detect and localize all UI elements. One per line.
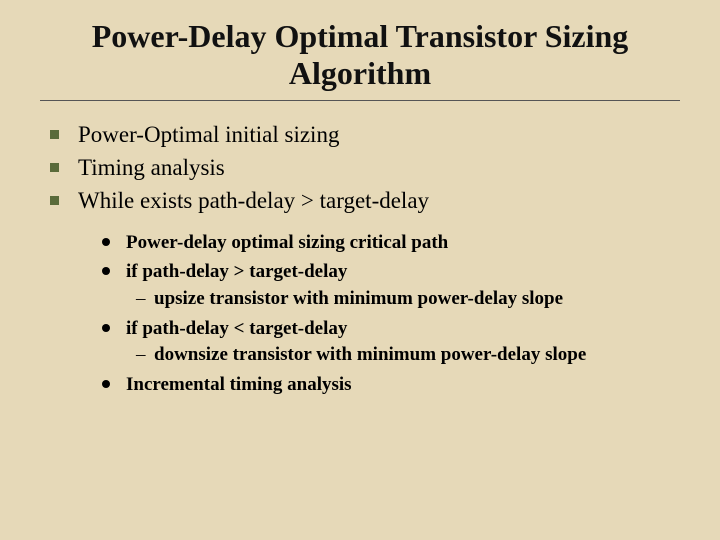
list-item-text: While exists path-delay > target-delay — [78, 188, 429, 213]
slide-title: Power-Delay Optimal Transistor Sizing Al… — [40, 18, 680, 92]
bullet-list-level3: upsize transistor with minimum power-del… — [126, 287, 680, 312]
title-divider — [40, 100, 680, 101]
list-item: Incremental timing analysis — [126, 372, 680, 398]
list-item: Timing analysis — [78, 152, 680, 183]
bullet-list-level3: downsize transistor with minimum power-d… — [126, 343, 680, 368]
list-item: downsize transistor with minimum power-d… — [154, 343, 680, 368]
list-item: Power-Optimal initial sizing — [78, 119, 680, 150]
list-item-text: if path-delay < target-delay — [126, 318, 347, 339]
bullet-list-level1: Power-Optimal initial sizing Timing anal… — [40, 119, 680, 398]
list-item-text: if path-delay > target-delay — [126, 261, 347, 282]
list-item: upsize transistor with minimum power-del… — [154, 287, 680, 312]
list-item: While exists path-delay > target-delay P… — [78, 185, 680, 398]
list-item: Power-delay optimal sizing critical path — [126, 230, 680, 256]
list-item: if path-delay < target-delay downsize tr… — [126, 316, 680, 368]
bullet-list-level2: Power-delay optimal sizing critical path… — [78, 230, 680, 398]
slide: Power-Delay Optimal Transistor Sizing Al… — [0, 0, 720, 540]
list-item: if path-delay > target-delay upsize tran… — [126, 259, 680, 311]
